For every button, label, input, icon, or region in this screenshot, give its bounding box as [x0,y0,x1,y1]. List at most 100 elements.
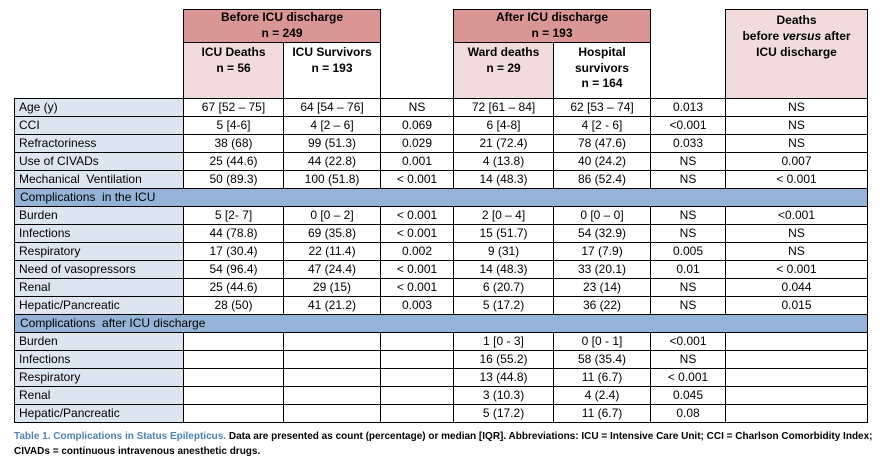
row-label: Refractoriness [14,134,184,153]
value-cell: 25 (44.6) [183,278,284,297]
header-before-icu-n: n = 249 [261,26,303,40]
value-cell: < 0.001 [725,260,869,279]
value-cell: 86 (52.4) [553,170,652,189]
value-cell: 4 (13.8) [453,152,555,171]
value-cell: 1 [0 - 3] [453,332,555,351]
table-row: Hepatic/Pancreatic 28 (50) 41 (21.2) 0.003 5… [14,296,869,315]
value-cell: 72 [61 – 84] [453,98,555,117]
value-cell: 54 (96.4) [183,260,284,279]
header-deaths-comparison: Deaths before versus after ICU discharge [725,9,869,99]
value-cell [380,386,455,405]
table-row: Refractoriness 38 (68) 99 (51.3) 0.029 21 (7… [14,134,869,153]
table-body: Age (y) 67 [52 – 75] 64 [54 – 76] NS 72 [61 … [13,98,869,423]
section-header: Complications after ICU discharge [13,314,869,333]
value-cell [725,332,869,351]
value-cell: 33 (20.1) [553,260,652,279]
value-cell: 11 (6.7) [553,404,652,423]
header-blank-p1b [380,42,454,99]
value-cell: 64 [54 – 76] [282,98,382,117]
value-cell: NS [650,278,727,297]
value-cell [282,368,382,387]
row-label: Hepatic/Pancreatic [14,296,184,315]
header-blank-p2b [650,42,726,99]
value-cell: 5 (17.2) [453,404,555,423]
hospital-survivors-line2: survivors [575,60,630,75]
value-cell: 0.003 [380,296,455,315]
value-cell [282,332,382,351]
value-cell: 38 (68) [183,134,284,153]
value-cell: 22 (11.4) [282,242,382,261]
value-cell: 11 (6.7) [553,368,652,387]
value-cell [183,350,284,369]
value-cell: <0.001 [650,332,727,351]
value-cell: 14 (48.3) [453,170,555,189]
value-cell: NS [725,242,869,261]
table-row: Burden 1 [0 - 3] 0 [0 - 1] <0.001 [14,332,869,351]
value-cell: 0.015 [725,296,869,315]
table-row: Mechanical Ventilation 50 (89.3) 100 (51.8… [14,170,869,189]
row-label: Renal [14,278,184,297]
table-row: Renal 25 (44.6) 29 (15) < 0.001 6 (20.7) 23 (… [14,278,869,297]
value-cell: 4 [2 – 6] [282,116,382,135]
value-cell: 67 [52 – 75] [183,98,284,117]
caption-body-line1: Data are presented as count (percentage)… [226,431,873,442]
header-blank-corner [14,9,184,43]
value-cell [183,386,284,405]
row-label: Respiratory [14,242,184,261]
value-cell: NS [650,224,727,243]
value-cell: <0.001 [725,206,869,225]
table-row: Burden 5 [2- 7] 0 [0 – 2] < 0.001 2 [0 – 4] 0… [14,206,869,225]
ward-deaths-n: n = 29 [486,60,521,75]
value-cell: NS [650,152,727,171]
value-cell: NS [380,98,455,117]
value-cell: 40 (24.2) [553,152,652,171]
value-cell: 0 [0 – 2] [282,206,382,225]
value-cell: NS [725,134,869,153]
value-cell: 0.029 [380,134,455,153]
value-cell [380,404,455,423]
value-cell: 4 [2 - 6] [553,116,652,135]
value-cell: 15 (51.7) [453,224,555,243]
hospital-survivors-n: n = 164 [581,76,623,91]
row-label: Use of CIVADs [14,152,184,171]
deaths-line2-versus: versus [779,29,825,44]
row-label: Burden [14,206,184,225]
value-cell: 62 [53 – 74] [553,98,652,117]
value-cell: 0 [0 - 1] [553,332,652,351]
ward-deaths-title: Ward deaths [467,45,540,59]
value-cell [282,386,382,405]
value-cell: 69 (35.8) [282,224,382,243]
value-cell: 16 (55.2) [453,350,555,369]
value-cell [183,332,284,351]
value-cell [725,350,869,369]
value-cell: 3 (10.3) [453,386,555,405]
value-cell: 9 (31) [453,242,555,261]
value-cell [183,404,284,423]
row-label: Infections [14,350,184,369]
value-cell: 4 (2.4) [553,386,652,405]
value-cell: 25 (44.6) [183,152,284,171]
value-cell: < 0.001 [380,206,455,225]
value-cell: NS [650,296,727,315]
value-cell: 0.069 [380,116,455,135]
value-cell: 0 [0 – 0] [553,206,652,225]
value-cell: 0.001 [380,152,455,171]
header-blank-p2 [650,9,726,43]
table-row: Infections 16 (55.2) 58 (35.4) NS [14,350,869,369]
value-cell: 0.01 [650,260,727,279]
table-row: Infections 44 (78.8) 69 (35.8) < 0.001 15 (5… [14,224,869,243]
deaths-line2: before versus after [727,28,867,44]
header-blank-corner2 [14,42,184,99]
icu-survivors-n: n = 193 [311,60,353,75]
value-cell: < 0.001 [725,170,869,189]
value-cell: 36 (22) [553,296,652,315]
value-cell: 0.013 [650,98,727,117]
value-cell [725,404,869,423]
table-row: Use of CIVADs 25 (44.6) 44 (22.8) 0.001 4 (1… [14,152,869,171]
value-cell: 0.007 [725,152,869,171]
table-row: Need of vasopressors 54 (96.4) 47 (24.4) < … [14,260,869,279]
header-ward-deaths: Ward deaths n = 29 [453,42,555,99]
complications-table: Before ICU discharge n = 249 After ICU d… [13,9,869,423]
header-after-icu-n: n = 193 [531,26,573,40]
value-cell: 23 (14) [553,278,652,297]
